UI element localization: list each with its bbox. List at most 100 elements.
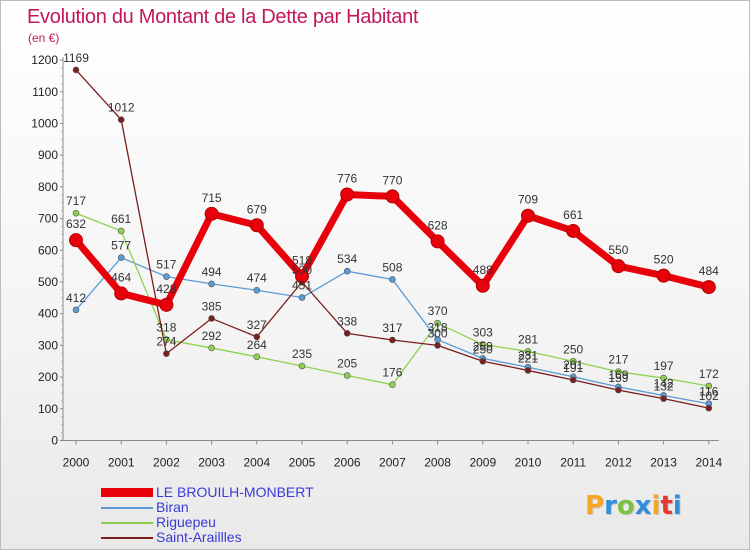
data-label: 717 bbox=[66, 194, 86, 208]
data-point bbox=[343, 267, 351, 275]
y-tick-label: 0 bbox=[51, 434, 58, 448]
data-label: 577 bbox=[111, 239, 131, 253]
legend-swatch bbox=[101, 537, 153, 539]
logo-letter: i bbox=[672, 491, 682, 521]
y-tick-label: 200 bbox=[38, 370, 58, 384]
y-tick-label: 500 bbox=[38, 275, 58, 289]
data-label: 176 bbox=[382, 366, 402, 380]
data-label: 508 bbox=[382, 260, 402, 274]
x-tick-label: 2002 bbox=[153, 456, 180, 470]
data-point bbox=[208, 344, 215, 352]
data-label: 303 bbox=[473, 325, 493, 339]
data-label: 628 bbox=[428, 218, 448, 232]
data-point bbox=[295, 269, 309, 284]
data-label: 318 bbox=[156, 321, 176, 335]
data-label: 661 bbox=[563, 208, 583, 222]
data-label: 412 bbox=[66, 291, 86, 305]
y-tick-label: 800 bbox=[38, 180, 58, 194]
logo-letter: P bbox=[585, 491, 605, 521]
data-label: 172 bbox=[699, 367, 719, 381]
legend-swatch bbox=[101, 522, 153, 524]
data-point bbox=[389, 336, 396, 344]
x-tick-label: 2000 bbox=[63, 456, 90, 470]
logo-letter: t bbox=[660, 491, 673, 521]
data-point bbox=[204, 206, 219, 221]
data-label: 142 bbox=[654, 376, 674, 390]
data-label: 520 bbox=[654, 253, 674, 267]
data-label: 385 bbox=[202, 299, 222, 313]
legend-label: LE BROUILH-MONBERT bbox=[156, 484, 314, 500]
data-point bbox=[298, 362, 306, 370]
data-label: 679 bbox=[247, 202, 267, 216]
data-point bbox=[434, 319, 441, 327]
data-label: 197 bbox=[654, 359, 674, 373]
logo-letter: i bbox=[651, 491, 661, 521]
data-point bbox=[566, 223, 581, 238]
data-point bbox=[430, 234, 445, 249]
data-label: 1012 bbox=[108, 101, 135, 115]
data-label: 518 bbox=[292, 253, 312, 267]
data-point bbox=[163, 273, 170, 280]
data-point bbox=[72, 209, 80, 217]
data-label: 428 bbox=[156, 282, 176, 296]
x-tick-label: 2011 bbox=[560, 456, 586, 470]
data-label: 235 bbox=[292, 347, 312, 361]
data-label: 191 bbox=[563, 361, 583, 375]
logo-letter: o bbox=[616, 491, 635, 521]
data-label: 116 bbox=[699, 385, 718, 399]
data-label: 770 bbox=[382, 173, 402, 187]
data-point bbox=[117, 116, 125, 123]
data-point bbox=[69, 233, 83, 248]
data-label: 370 bbox=[428, 304, 448, 318]
data-point bbox=[389, 276, 396, 283]
data-label: 264 bbox=[247, 338, 267, 352]
data-point bbox=[114, 286, 129, 301]
data-point bbox=[253, 286, 261, 294]
data-label: 259 bbox=[473, 339, 493, 353]
data-label: 221 bbox=[518, 351, 538, 365]
data-label: 451 bbox=[292, 279, 312, 293]
data-label: 205 bbox=[337, 357, 357, 371]
x-tick-label: 2006 bbox=[334, 456, 361, 470]
chart-unit: (en €) bbox=[28, 31, 60, 45]
logo-letter: x bbox=[634, 491, 652, 521]
data-label: 488 bbox=[473, 263, 493, 277]
x-tick-label: 2010 bbox=[515, 456, 542, 470]
data-label: 550 bbox=[608, 243, 628, 257]
x-tick-label: 2013 bbox=[650, 456, 677, 470]
data-label: 484 bbox=[699, 264, 719, 278]
data-point bbox=[660, 374, 667, 382]
data-point bbox=[117, 227, 125, 235]
legend-label: Riguepeu bbox=[156, 514, 216, 530]
x-tick-label: 2001 bbox=[108, 456, 135, 470]
x-tick-label: 2012 bbox=[605, 456, 632, 470]
data-label: 318 bbox=[428, 321, 448, 335]
data-point bbox=[656, 268, 671, 283]
data-point bbox=[615, 386, 622, 394]
y-tick-label: 100 bbox=[38, 402, 58, 416]
proxiti-logo: Proxiti bbox=[585, 491, 682, 521]
chart-title: Evolution du Montant de la Dette par Hab… bbox=[27, 6, 419, 28]
legend-label: Saint-Araillles bbox=[156, 529, 242, 545]
x-tick-label: 2007 bbox=[379, 456, 406, 470]
data-point bbox=[611, 259, 626, 274]
data-label: 517 bbox=[156, 258, 176, 272]
x-tick-label: 2004 bbox=[243, 456, 270, 470]
y-tick-label: 700 bbox=[38, 212, 58, 226]
data-label: 632 bbox=[66, 217, 86, 231]
y-tick-label: 600 bbox=[38, 243, 58, 257]
y-tick-label: 300 bbox=[38, 338, 58, 352]
data-label: 102 bbox=[699, 389, 719, 403]
data-point bbox=[159, 297, 174, 312]
y-tick-label: 1200 bbox=[31, 53, 58, 67]
data-point bbox=[434, 342, 441, 349]
data-label: 776 bbox=[337, 172, 357, 186]
data-point bbox=[343, 330, 351, 337]
data-point bbox=[615, 368, 622, 376]
x-tick-label: 2008 bbox=[424, 456, 451, 470]
data-label: 250 bbox=[563, 342, 583, 356]
data-point bbox=[479, 357, 487, 365]
data-point bbox=[524, 348, 532, 355]
data-point bbox=[117, 254, 125, 261]
data-label: 500 bbox=[292, 263, 312, 277]
